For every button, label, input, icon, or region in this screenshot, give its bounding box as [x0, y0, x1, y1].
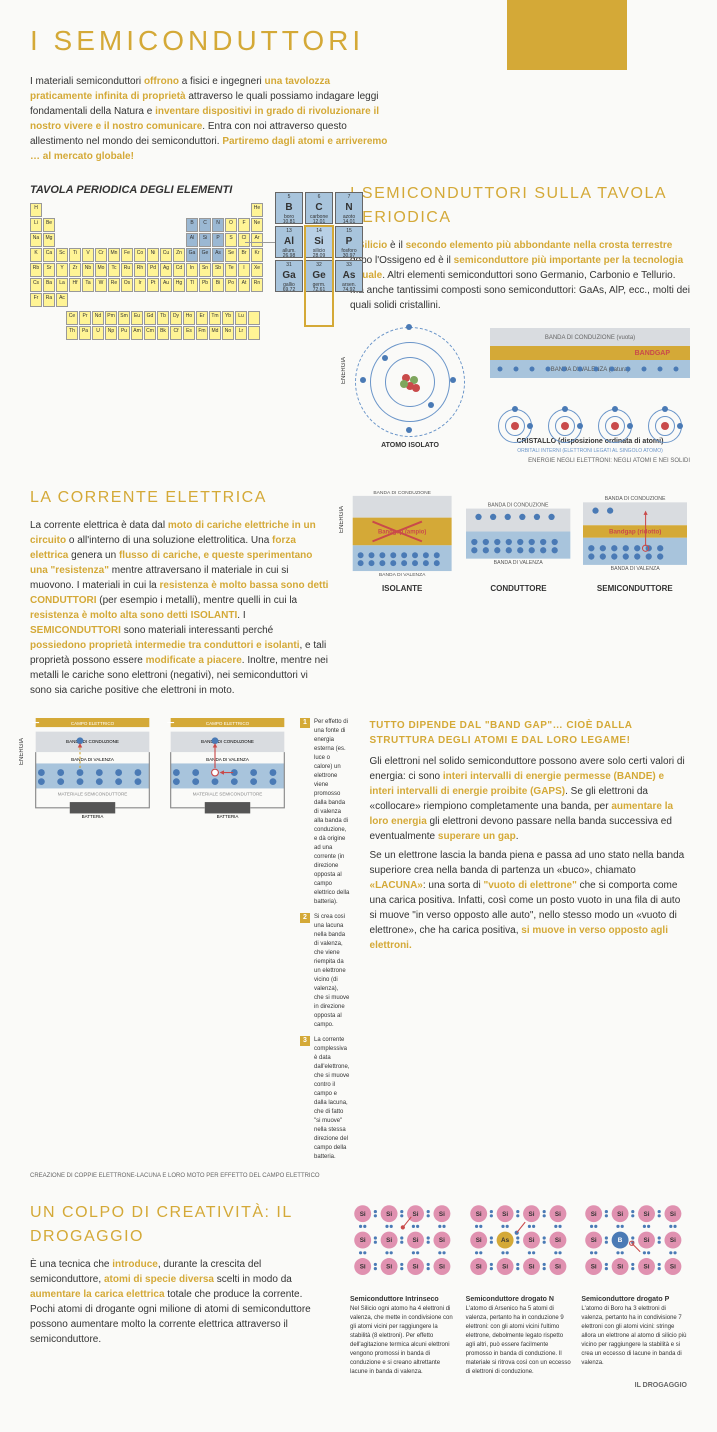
- row-periodic: TAVOLA PERIODICA DEGLI ELEMENTI HHeLiBeB…: [30, 182, 687, 466]
- svg-text:BANDA DI CONDUZIONE: BANDA DI CONDUZIONE: [66, 739, 119, 744]
- svg-text:Si: Si: [617, 1264, 623, 1271]
- sec-bandgap-p1: Gli elettroni nel solido semiconduttore …: [370, 754, 687, 844]
- section-bandgap-text: TUTTO DIPENDE DAL "BAND GAP"… CIOÈ DALLA…: [370, 718, 687, 1181]
- row-bandgap: ENERGIA CAMPO ELETTRICO BANDA DI CONDUZI…: [30, 718, 687, 1181]
- svg-text:Si: Si: [591, 1264, 597, 1271]
- svg-text:Si: Si: [555, 1211, 561, 1218]
- svg-text:Si: Si: [502, 1264, 508, 1271]
- sec-doping-para: È una tecnica che introduce, durante la …: [30, 1257, 330, 1347]
- svg-text:Si: Si: [386, 1237, 392, 1244]
- atom-diag-caption: ENERGIE NEGLI ELETTRONI: NEGLI ATOMI E N…: [350, 457, 690, 466]
- svg-text:CAMPO ELETTRICO: CAMPO ELETTRICO: [206, 721, 250, 726]
- section-current: LA CORRENTE ELETTRICA La corrente elettr…: [30, 486, 330, 698]
- doping-diagrams: SiSiSiSiSiSiSiSiSiSiSiSiSemiconduttore I…: [350, 1201, 687, 1392]
- svg-text:BANDA DI VALENZA: BANDA DI VALENZA: [71, 757, 115, 762]
- sec-current-title: LA CORRENTE ELETTRICA: [30, 486, 330, 510]
- svg-text:BANDA DI CONDUZIONE: BANDA DI CONDUZIONE: [488, 502, 549, 508]
- svg-text:BANDA DI VALENZA: BANDA DI VALENZA: [494, 560, 544, 566]
- svg-text:Si: Si: [439, 1211, 445, 1218]
- sec-doping-title: UN COLPO DI CREATIVITÀ: IL DROGAGGIO: [30, 1201, 330, 1249]
- svg-text:Si: Si: [528, 1237, 534, 1244]
- svg-text:BANDA DI VALENZA: BANDA DI VALENZA: [379, 572, 426, 576]
- ptable-actinides: ThPaUNpPuAmCmBkCfEsFmMdNoLr: [66, 326, 330, 340]
- svg-text:BANDA DI CONDUZIONE: BANDA DI CONDUZIONE: [201, 739, 254, 744]
- svg-text:Si: Si: [502, 1211, 508, 1218]
- svg-text:Si: Si: [360, 1211, 366, 1218]
- svg-text:Si: Si: [475, 1237, 481, 1244]
- svg-text:Si: Si: [670, 1264, 676, 1271]
- eh-caption: CREAZIONE DI COPPIE ELETTRONE-LACUNA E L…: [30, 1172, 350, 1181]
- row-current: LA CORRENTE ELETTRICA La corrente elettr…: [30, 486, 687, 698]
- svg-text:Si: Si: [591, 1237, 597, 1244]
- intro-paragraph: I materiali semiconduttori offrono a fis…: [30, 74, 391, 164]
- svg-text:BANDA DI VALENZA: BANDA DI VALENZA: [610, 566, 660, 572]
- svg-text:Si: Si: [360, 1237, 366, 1244]
- svg-text:Si: Si: [555, 1237, 561, 1244]
- svg-text:BATTERIA: BATTERIA: [217, 814, 240, 819]
- svg-text:BANDA DI CONDUZIONE: BANDA DI CONDUZIONE: [604, 496, 665, 502]
- svg-text:Si: Si: [475, 1264, 481, 1271]
- svg-text:Si: Si: [386, 1211, 392, 1218]
- section-doping: UN COLPO DI CREATIVITÀ: IL DROGAGGIO È u…: [30, 1201, 330, 1392]
- section-ptable-text: I SEMICONDUTTORI SULLA TAVOLA PERIODICA …: [350, 182, 690, 466]
- svg-text:Si: Si: [475, 1211, 481, 1218]
- svg-text:Si: Si: [644, 1211, 650, 1218]
- electron-hole-diagram: ENERGIA CAMPO ELETTRICO BANDA DI CONDUZI…: [30, 718, 350, 1181]
- svg-text:CAMPO ELETTRICO: CAMPO ELETTRICO: [71, 721, 115, 726]
- svg-text:Si: Si: [617, 1211, 623, 1218]
- ptable-zoom: 5Bboro10.816Ccarbone12.017Nazoto14.0113A…: [275, 192, 365, 292]
- svg-text:BANDA DI CONDUZIONE (vuota): BANDA DI CONDUZIONE (vuota): [545, 335, 635, 341]
- svg-text:MATERIALE SEMICONDUTTORE: MATERIALE SEMICONDUTTORE: [193, 791, 263, 796]
- bandgap-three-panels: ENERGIA BANDA DI CONDUZIONE Bandgap (amp…: [350, 486, 687, 698]
- svg-text:BANDGAP: BANDGAP: [635, 350, 671, 357]
- decorative-gold-block: [507, 0, 627, 70]
- row-doping: UN COLPO DI CREATIVITÀ: IL DROGAGGIO È u…: [30, 1201, 687, 1392]
- sec-bandgap-title: TUTTO DIPENDE DAL "BAND GAP"… CIOÈ DALLA…: [370, 718, 687, 748]
- svg-text:BANDA DI CONDUZIONE: BANDA DI CONDUZIONE: [373, 490, 431, 496]
- svg-text:Si: Si: [670, 1237, 676, 1244]
- sec-ptable-para: Il Silicio è il secondo elemento più abb…: [350, 238, 690, 313]
- atom-crystal-diagram: ENERGIA: [350, 323, 690, 455]
- svg-text:Si: Si: [555, 1264, 561, 1271]
- svg-text:As: As: [501, 1237, 510, 1244]
- svg-text:MATERIALE SEMICONDUTTORE: MATERIALE SEMICONDUTTORE: [58, 791, 128, 796]
- ptable-lanthanides: CePrNdPmSmEuGdTbDyHoErTmYbLu: [66, 311, 330, 325]
- svg-text:Bandgap (ridotto): Bandgap (ridotto): [609, 529, 661, 536]
- eh-notes: 1Per effetto di una fonte di energia est…: [300, 718, 350, 1168]
- svg-text:Si: Si: [439, 1237, 445, 1244]
- isolated-atom: [350, 327, 470, 437]
- svg-text:Si: Si: [413, 1211, 419, 1218]
- svg-text:BATTERIA: BATTERIA: [82, 814, 105, 819]
- periodic-table-figure: TAVOLA PERIODICA DEGLI ELEMENTI HHeLiBeB…: [30, 182, 330, 466]
- svg-text:Si: Si: [670, 1211, 676, 1218]
- svg-text:Si: Si: [439, 1264, 445, 1271]
- svg-text:Si: Si: [644, 1237, 650, 1244]
- svg-text:B: B: [618, 1237, 623, 1244]
- svg-text:Si: Si: [413, 1264, 419, 1271]
- crystal-diagram: BANDA DI CONDUZIONE (vuota) BANDGAP BAND…: [490, 323, 690, 433]
- svg-text:Si: Si: [644, 1264, 650, 1271]
- sec-bandgap-p2: Se un elettrone lascia la banda piena e …: [370, 848, 687, 953]
- svg-text:Si: Si: [360, 1264, 366, 1271]
- svg-text:Si: Si: [386, 1264, 392, 1271]
- svg-text:Si: Si: [528, 1211, 534, 1218]
- svg-text:Si: Si: [413, 1237, 419, 1244]
- sec-ptable-title: I SEMICONDUTTORI SULLA TAVOLA PERIODICA: [350, 182, 690, 230]
- sec-current-para: La corrente elettrica è data dal moto di…: [30, 518, 330, 698]
- svg-text:Si: Si: [591, 1211, 597, 1218]
- svg-text:Si: Si: [528, 1264, 534, 1271]
- svg-text:BANDA DI VALENZA: BANDA DI VALENZA: [206, 757, 250, 762]
